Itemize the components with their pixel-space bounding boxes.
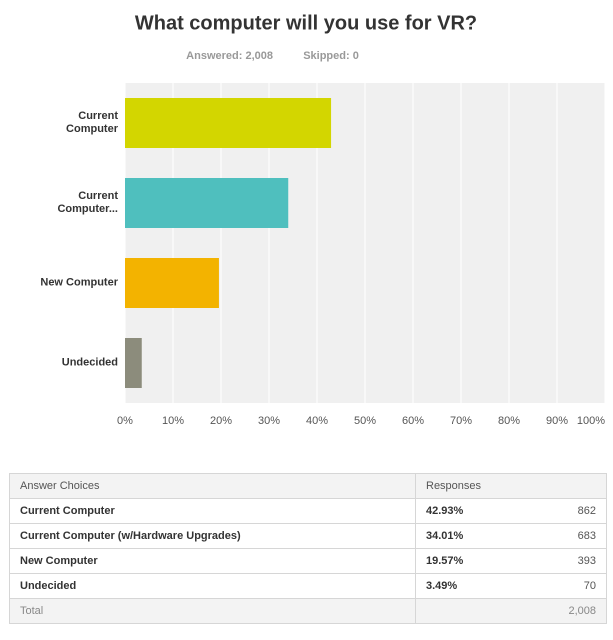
category-label: Current Computer... bbox=[57, 190, 118, 215]
x-tick-label: 100% bbox=[577, 415, 605, 427]
x-tick-label: 80% bbox=[498, 415, 520, 427]
column-header: Answer Choices bbox=[9, 473, 416, 499]
x-tick-label: 30% bbox=[258, 415, 280, 427]
chart-title: What computer will you use for VR? bbox=[135, 12, 477, 34]
answer-choice: New Computer bbox=[9, 548, 416, 574]
table-row: Current Computer 42.93% 862 bbox=[9, 498, 607, 524]
category-label: Undecided bbox=[61, 356, 118, 369]
response-count: 70 bbox=[536, 573, 607, 599]
x-tick-label: 10% bbox=[162, 415, 184, 427]
x-tick-label: 60% bbox=[402, 415, 424, 427]
total-count: 2,008 bbox=[536, 598, 607, 624]
table-row: New Computer 19.57% 393 bbox=[9, 548, 607, 574]
table-row: Answer Choices Responses bbox=[9, 473, 607, 499]
response-count: 862 bbox=[536, 498, 607, 524]
answer-choice: Current Computer bbox=[9, 498, 416, 524]
column-header: Responses bbox=[415, 473, 607, 499]
table-row: Undecided 3.49% 70 bbox=[9, 573, 607, 599]
x-tick-label: 0% bbox=[117, 415, 133, 427]
bar bbox=[125, 178, 289, 228]
category-label: Current Computer bbox=[66, 110, 118, 135]
subtitle: Skipped: 0 bbox=[303, 50, 359, 62]
x-tick-label: 50% bbox=[354, 415, 376, 427]
chart: What computer will you use for VR? Answe… bbox=[117, 12, 606, 427]
response-count: 393 bbox=[536, 548, 607, 574]
answer-choice: Undecided bbox=[9, 573, 416, 599]
table-row: Current Computer (w/Hardware Upgrades) 34… bbox=[9, 523, 607, 549]
x-tick-label: 40% bbox=[306, 415, 328, 427]
x-tick-label: 20% bbox=[210, 415, 232, 427]
response-percent: 34.01% bbox=[415, 523, 536, 549]
table-row: Total 2,008 bbox=[9, 598, 607, 624]
x-tick-label: 90% bbox=[546, 415, 568, 427]
response-percent: 3.49% bbox=[415, 573, 536, 599]
x-tick-label: 70% bbox=[450, 415, 472, 427]
answer-choice: Current Computer (w/Hardware Upgrades) bbox=[9, 523, 416, 549]
bar bbox=[125, 98, 332, 148]
response-percent: 42.93% bbox=[415, 498, 536, 524]
response-count: 683 bbox=[536, 523, 607, 549]
response-percent: 19.57% bbox=[415, 548, 536, 574]
total-label: Total bbox=[9, 598, 416, 624]
empty-cell bbox=[415, 598, 536, 624]
results-table: Answer Choices Responses Current Computer 4… bbox=[9, 473, 607, 624]
bar bbox=[125, 258, 219, 308]
category-label: New Computer bbox=[40, 276, 118, 289]
bar bbox=[125, 338, 142, 388]
subtitle: Answered: 2,008 bbox=[186, 50, 273, 62]
